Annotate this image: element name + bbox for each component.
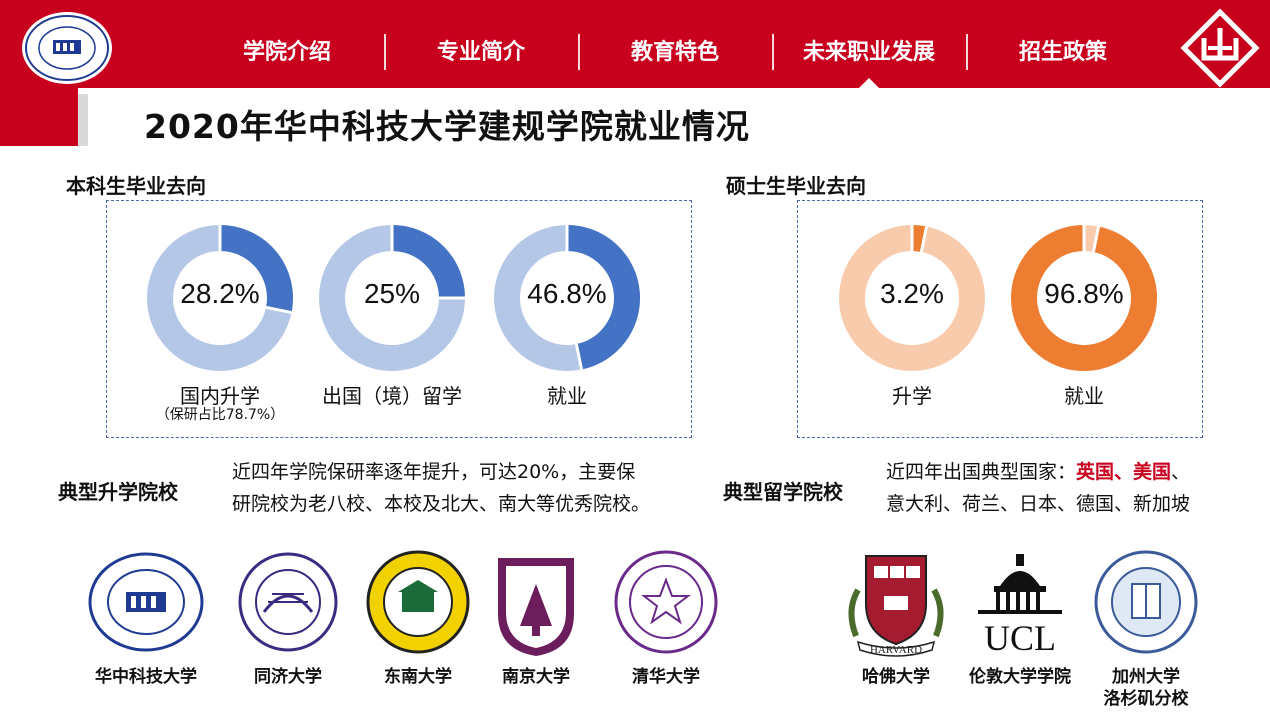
undergrad-donut-1: 28.2% [146,224,294,372]
donut-label: 就业 [547,384,587,408]
undergrad-section-title: 本科生毕业去向 [66,174,206,198]
highlight-countries: 英国、美国 [1076,461,1172,483]
school-nju: 南京大学 [466,550,606,688]
school-tongji: 同济大学 [218,550,358,688]
undergrad-donut-3: 46.8% [493,224,641,372]
title-accent-red [0,88,78,146]
nav-item-career[interactable]: 未来职业发展 [772,24,966,88]
hust-seal-icon [88,552,204,652]
donut-label: 国内升学 [180,384,260,408]
nav-item-majors[interactable]: 专业简介 [384,24,578,76]
donut-chart [1011,225,1157,371]
donut-segment [1011,225,1157,371]
top-header-bar [0,0,1270,88]
school-ucla: 加州大学 洛杉矶分校 [1076,550,1216,710]
donut-segment [219,225,293,313]
svg-text:UCL: UCL [984,618,1056,658]
donut-value: 96.8% [1044,278,1124,309]
school-tsinghua: 清华大学 [596,550,736,688]
undergrad-chart-box [106,200,692,438]
hust-logo-icon [22,12,112,84]
donut-segment [911,225,927,253]
title-accent-gray [78,94,88,146]
donut-label: 就业 [1064,384,1104,408]
donut-separator [919,226,929,253]
master-donut-1: 3.2% [838,224,986,372]
school-hust: 华中科技大学 [76,550,216,688]
undergrad-donut-2: 25% [318,224,466,372]
master-chart-box [797,200,1203,438]
tsinghua-seal-icon [614,550,718,654]
master-donut-2: 96.8% [1010,224,1158,372]
page-title: 2020年华中科技大学建规学院就业情况 [144,107,750,146]
donut-segment [566,225,640,370]
svg-text:HARVARD: HARVARD [870,644,922,656]
donut-label: 升学 [892,384,932,408]
donut-value: 28.2% [180,278,260,309]
donut-separator [1091,226,1101,253]
donut-chart [319,225,465,371]
school-emblem-icon [1180,8,1260,88]
ucl-dome-icon: UCL [978,554,1062,658]
seu-seal-icon [366,550,470,654]
donut-value: 46.8% [527,278,607,309]
donut-separator [265,305,292,315]
donut-value: 25% [363,278,421,309]
donut-chart [147,225,293,371]
tongji-seal-icon [238,552,338,652]
further-study-description: 近四年学院保研率逐年提升，可达20%，主要保 研院校为老八校、本校及北大、南大等… [232,461,651,515]
school-harvard: HARVARD 哈佛大学 [826,550,966,688]
main-nav: 学院介绍 专业简介 教育特色 未来职业发展 招生政策 [190,24,1160,88]
master-section-title: 硕士生毕业去向 [726,174,866,198]
nav-item-college-intro[interactable]: 学院介绍 [242,40,331,65]
ucla-seal-icon [1094,550,1198,654]
donut-label: 出国（境）留学 [322,384,462,408]
donut-value: 3.2% [880,278,944,309]
donut-separator [574,343,584,370]
donut-chart [494,225,640,371]
donut-note: （保研占比78.7%） [155,407,285,423]
donut-segment [391,225,465,299]
nav-item-admission[interactable]: 招生政策 [966,24,1160,76]
harvard-shield-icon: HARVARD [848,555,944,657]
nju-seal-icon [498,558,574,656]
typical-abroad-title: 典型留学院校 [723,480,843,504]
nav-item-education-features[interactable]: 教育特色 [578,24,772,76]
abroad-description: 近四年出国典型国家：英国、美国、 意大利、荷兰、日本、德国、新加坡 [886,461,1191,515]
typical-further-study-title: 典型升学院校 [58,480,178,504]
school-ucl: UCL 伦敦大学学院 [950,550,1090,688]
donut-chart [839,225,985,371]
school-seu: 东南大学 [348,550,488,688]
